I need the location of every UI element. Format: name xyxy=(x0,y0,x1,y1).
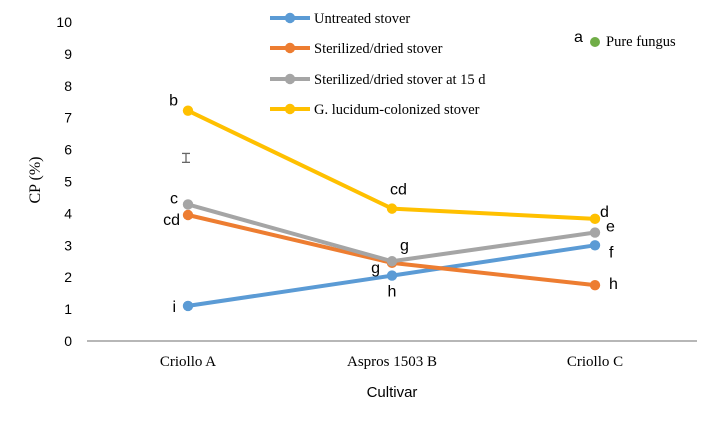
significance-label: f xyxy=(609,244,614,261)
data-point xyxy=(589,279,601,291)
data-point xyxy=(182,199,194,210)
y-tick-label: 10 xyxy=(56,14,72,30)
series-line xyxy=(187,108,596,221)
significance-label: h xyxy=(388,284,397,301)
significance-label: g xyxy=(371,260,380,277)
error-bar xyxy=(182,152,190,164)
x-axis-title: Cultivar xyxy=(367,384,418,401)
pure-fungus-letter: a xyxy=(574,29,583,46)
significance-label: d xyxy=(600,204,609,221)
pure-fungus-label: Pure fungus xyxy=(606,34,676,50)
data-point xyxy=(589,213,601,225)
legend-label: G. lucidum-colonized stover xyxy=(314,102,480,118)
pure-fungus-legend: a Pure fungus xyxy=(574,29,676,50)
data-point xyxy=(182,300,194,312)
data-point xyxy=(589,240,601,251)
significance-label: c xyxy=(170,190,178,207)
legend: Untreated stover Sterilized/dried stover S… xyxy=(270,11,486,118)
legend-swatch-marker xyxy=(284,42,296,54)
y-tick-label: 4 xyxy=(64,205,72,221)
significance-label: b xyxy=(169,93,178,110)
legend-swatch-marker xyxy=(284,12,296,24)
significance-label: h xyxy=(609,276,618,293)
y-tick-label: 1 xyxy=(64,301,72,317)
legend-swatch-marker xyxy=(284,73,296,85)
x-tick-label: Criollo A xyxy=(160,354,216,370)
legend-label: Sterilized/dried stover at 15 d xyxy=(314,72,486,88)
x-axis-ticks: Criollo A Aspros 1503 B Criollo C xyxy=(160,354,623,370)
significance-label: g xyxy=(400,237,409,254)
y-tick-label: 0 xyxy=(64,333,72,349)
y-tick-label: 9 xyxy=(64,46,72,62)
y-axis-ticks: 0 1 2 3 4 5 6 7 8 9 10 xyxy=(56,14,72,349)
legend-label: Sterilized/dried stover xyxy=(314,41,443,57)
x-tick-label: Criollo C xyxy=(567,354,623,370)
data-point xyxy=(386,256,398,267)
x-tick-label: Aspros 1503 B xyxy=(347,354,437,370)
y-tick-label: 5 xyxy=(64,174,72,190)
y-axis-title: CP (%) xyxy=(27,157,44,204)
data-point xyxy=(386,203,398,214)
data-point xyxy=(386,270,398,281)
y-tick-label: 7 xyxy=(64,110,72,126)
significance-label: cd xyxy=(390,182,407,199)
legend-label: Untreated stover xyxy=(314,11,410,27)
y-tick-label: 2 xyxy=(64,269,72,285)
y-tick-label: 3 xyxy=(64,237,72,253)
data-point xyxy=(182,105,194,116)
data-point xyxy=(182,209,194,221)
y-tick-label: 6 xyxy=(64,142,72,158)
legend-swatch-marker xyxy=(284,103,296,115)
pure-fungus-marker xyxy=(590,37,600,47)
data-point xyxy=(589,227,601,238)
significance-label: i xyxy=(172,299,176,316)
significance-label: cd xyxy=(163,212,180,229)
y-tick-label: 8 xyxy=(64,78,72,94)
significance-label: e xyxy=(606,219,615,236)
